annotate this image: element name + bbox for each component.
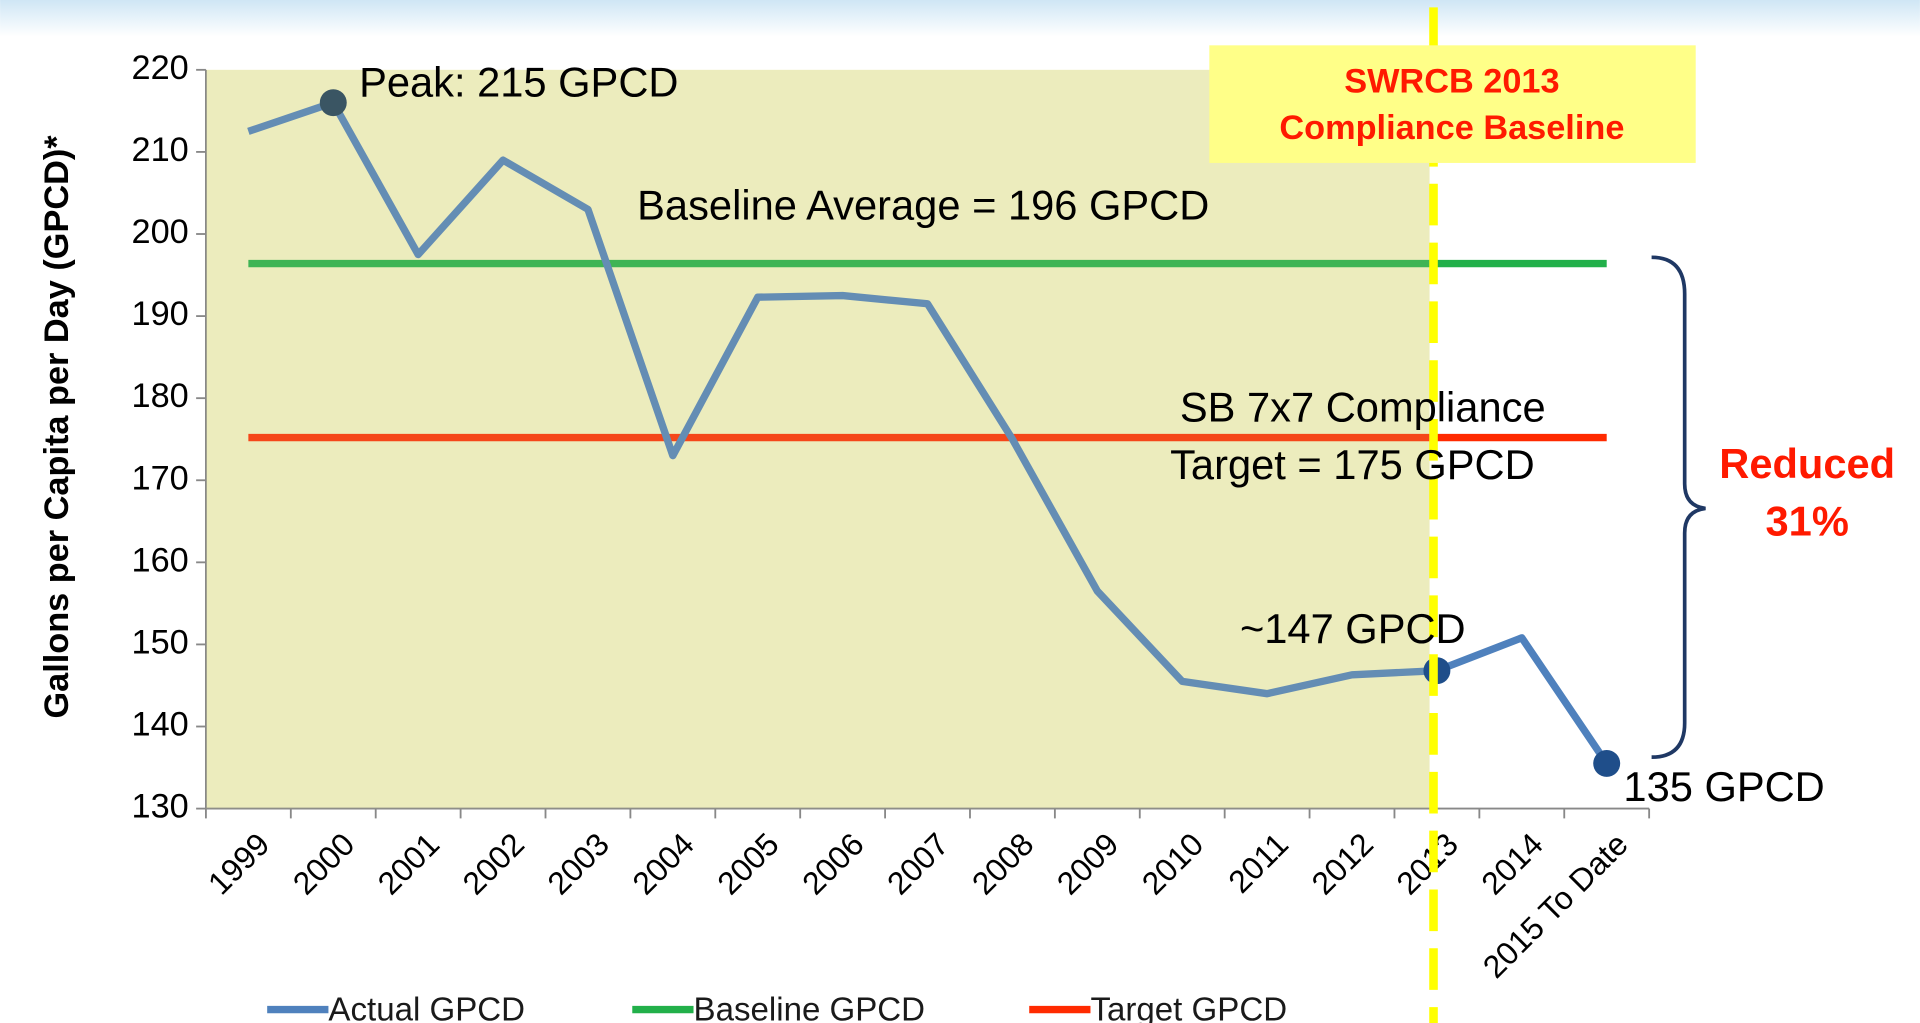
- annotation: SB 7x7 Compliance: [1180, 383, 1546, 430]
- x-tick-label: 2013: [1389, 826, 1465, 902]
- y-tick-label: 190: [132, 295, 189, 333]
- box-text: SWRCB 2013: [1344, 62, 1559, 100]
- y-tick-label: 130: [132, 788, 189, 826]
- y-tick-label: 160: [132, 541, 189, 579]
- annotation: Target = 175 GPCD: [1170, 441, 1535, 488]
- x-tick-label: 2010: [1135, 826, 1211, 902]
- x-tick-label: 2006: [795, 826, 871, 902]
- x-tick-label: 2011: [1221, 826, 1295, 900]
- annotation: Baseline Average = 196 GPCD: [637, 181, 1209, 228]
- annotation: Peak: 215 GPCD: [359, 59, 678, 106]
- box-text: Compliance Baseline: [1279, 109, 1624, 147]
- x-tick-label: 2004: [625, 826, 701, 902]
- x-tick-label: 2002: [456, 826, 532, 902]
- y-tick-label: 220: [132, 49, 189, 87]
- header-band: [0, 0, 1920, 37]
- x-tick-label: 1999: [201, 826, 277, 902]
- point-marker: [319, 89, 347, 117]
- y-tick-label: 150: [132, 623, 189, 661]
- reduction-text: Reduced: [1719, 440, 1895, 487]
- y-tick-label: 140: [132, 706, 189, 744]
- legend-label: Target GPCD: [1090, 992, 1287, 1023]
- series-line: [247, 98, 1610, 766]
- point-marker: [1593, 749, 1621, 777]
- x-tick-label: 2014: [1474, 826, 1550, 902]
- x-tick-label: 2008: [965, 826, 1041, 902]
- reduction-bracket: [1651, 255, 1706, 759]
- annotation: 135 GPCD: [1623, 763, 1824, 810]
- reduction-text: 31%: [1766, 497, 1849, 544]
- legend-label: Actual GPCD: [328, 992, 525, 1023]
- y-tick-label: 210: [132, 131, 189, 169]
- baseline-box: [1209, 45, 1696, 163]
- x-tick-label: 2009: [1050, 826, 1126, 902]
- baseline-period-tint: [205, 69, 1430, 809]
- y-tick-label: 170: [132, 459, 189, 497]
- x-tick-label: 2005: [710, 826, 786, 902]
- y-tick-label: 200: [132, 213, 189, 251]
- y-axis-label: Gallons per Capita per Day (GPCD)*: [38, 135, 76, 719]
- legend-label: Baseline GPCD: [694, 992, 926, 1023]
- annotation: ~147 GPCD: [1240, 605, 1466, 652]
- x-tick-label: 2001: [371, 826, 447, 902]
- x-tick-label: 2007: [880, 826, 956, 902]
- x-tick-label: 2000: [286, 826, 362, 902]
- y-tick-label: 180: [132, 377, 189, 415]
- x-tick-label: 2003: [540, 826, 616, 902]
- x-tick-label: 2012: [1305, 826, 1381, 902]
